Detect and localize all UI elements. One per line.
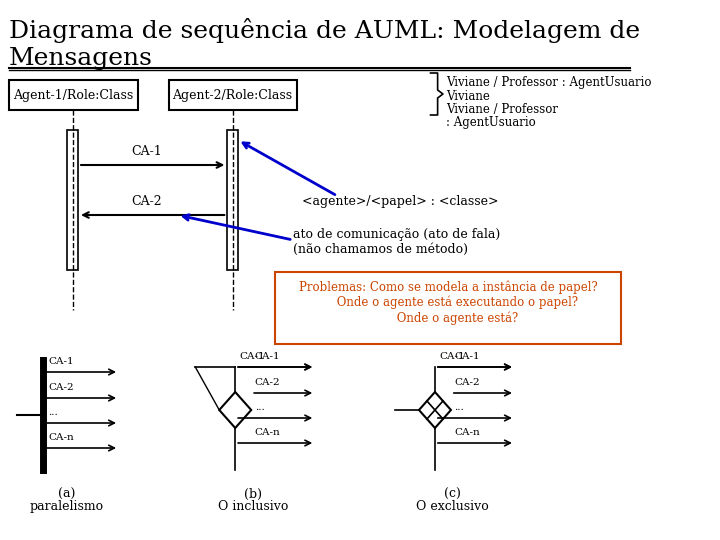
Polygon shape bbox=[419, 392, 451, 428]
Text: ...: ... bbox=[255, 403, 264, 412]
Text: : AgentUsuario: : AgentUsuario bbox=[446, 116, 536, 129]
Bar bbox=[275, 272, 621, 344]
Text: CA-1: CA-1 bbox=[131, 145, 162, 158]
Text: (c): (c) bbox=[444, 488, 461, 501]
Text: CA-1: CA-1 bbox=[240, 352, 265, 361]
Text: Agent-1/Role:Class: Agent-1/Role:Class bbox=[13, 89, 133, 102]
Text: CA-n: CA-n bbox=[48, 433, 73, 442]
Text: CA-2: CA-2 bbox=[454, 378, 480, 387]
Text: CA-1: CA-1 bbox=[255, 352, 280, 361]
Text: CA-n: CA-n bbox=[255, 428, 281, 437]
Text: ...: ... bbox=[48, 408, 58, 417]
Text: Viviane: Viviane bbox=[446, 90, 490, 103]
Text: Diagrama de sequência de AUML: Modelagem de
Mensagens: Diagrama de sequência de AUML: Modelagem… bbox=[9, 18, 640, 70]
Text: O exclusivo: O exclusivo bbox=[416, 500, 489, 513]
Text: ...: ... bbox=[454, 403, 464, 412]
Text: <agente>/<papel> : <classe>: <agente>/<papel> : <classe> bbox=[302, 195, 498, 208]
Text: CA-2: CA-2 bbox=[131, 195, 162, 208]
Bar bbox=[68, 130, 78, 270]
Text: ato de comunicação (ato de fala)
(não chamamos de método): ato de comunicação (ato de fala) (não ch… bbox=[293, 228, 500, 256]
Text: Viviane / Professor : AgentUsuario: Viviane / Professor : AgentUsuario bbox=[446, 76, 652, 89]
Text: Agent-2/Role:Class: Agent-2/Role:Class bbox=[173, 89, 292, 102]
Bar bbox=[9, 80, 138, 110]
Text: CA-2: CA-2 bbox=[48, 383, 73, 392]
Polygon shape bbox=[220, 392, 251, 428]
Text: (b): (b) bbox=[244, 488, 262, 501]
Bar bbox=[228, 130, 238, 270]
Text: Problemas: Como se modela a instância de papel?
     Onde o agente está executan: Problemas: Como se modela a instância de… bbox=[299, 280, 598, 325]
Text: CA-2: CA-2 bbox=[255, 378, 280, 387]
Text: O inclusivo: O inclusivo bbox=[217, 500, 288, 513]
Text: CA-1: CA-1 bbox=[454, 352, 480, 361]
Text: CA-1: CA-1 bbox=[439, 352, 465, 361]
Text: CA-1: CA-1 bbox=[48, 357, 73, 366]
Text: (a): (a) bbox=[58, 488, 76, 501]
Text: Viviane / Professor: Viviane / Professor bbox=[446, 103, 559, 116]
Bar bbox=[168, 80, 297, 110]
Text: CA-n: CA-n bbox=[454, 428, 480, 437]
Text: paralelismo: paralelismo bbox=[30, 500, 104, 513]
